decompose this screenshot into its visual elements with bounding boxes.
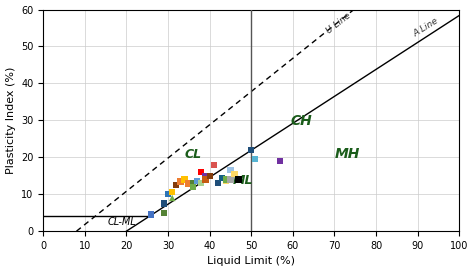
Point	[185, 181, 192, 185]
Point	[276, 159, 284, 163]
Text: MH: MH	[334, 147, 360, 161]
Text: CL: CL	[184, 148, 201, 161]
Y-axis label: Plasticity Index (%): Plasticity Index (%)	[6, 67, 16, 174]
Point	[214, 181, 222, 185]
Text: CH: CH	[290, 114, 312, 128]
Point	[222, 177, 230, 182]
Point	[231, 172, 238, 176]
Point	[210, 162, 218, 167]
Point	[189, 181, 197, 185]
Point	[147, 212, 155, 217]
Point	[227, 168, 234, 172]
Point	[252, 157, 259, 161]
Point	[164, 192, 172, 196]
Text: A Line: A Line	[412, 17, 440, 39]
Point	[189, 185, 197, 189]
Point	[160, 201, 168, 206]
Text: U Line: U Line	[325, 11, 353, 35]
Point	[168, 196, 176, 200]
Point	[206, 174, 213, 178]
Point	[168, 190, 176, 194]
Text: CL-ML: CL-ML	[108, 217, 137, 227]
Point	[201, 177, 209, 182]
Point	[219, 175, 226, 180]
Point	[201, 174, 209, 178]
Point	[222, 179, 230, 184]
Point	[160, 211, 168, 215]
Text: ML: ML	[233, 174, 253, 187]
Point	[198, 170, 205, 174]
Point	[177, 179, 184, 184]
Point	[235, 177, 243, 182]
X-axis label: Liquid Limit (%): Liquid Limit (%)	[207, 256, 295, 267]
Point	[173, 183, 180, 187]
Point	[193, 179, 201, 184]
Point	[227, 177, 234, 182]
Point	[198, 181, 205, 185]
Point	[181, 177, 189, 182]
Point	[247, 148, 255, 152]
